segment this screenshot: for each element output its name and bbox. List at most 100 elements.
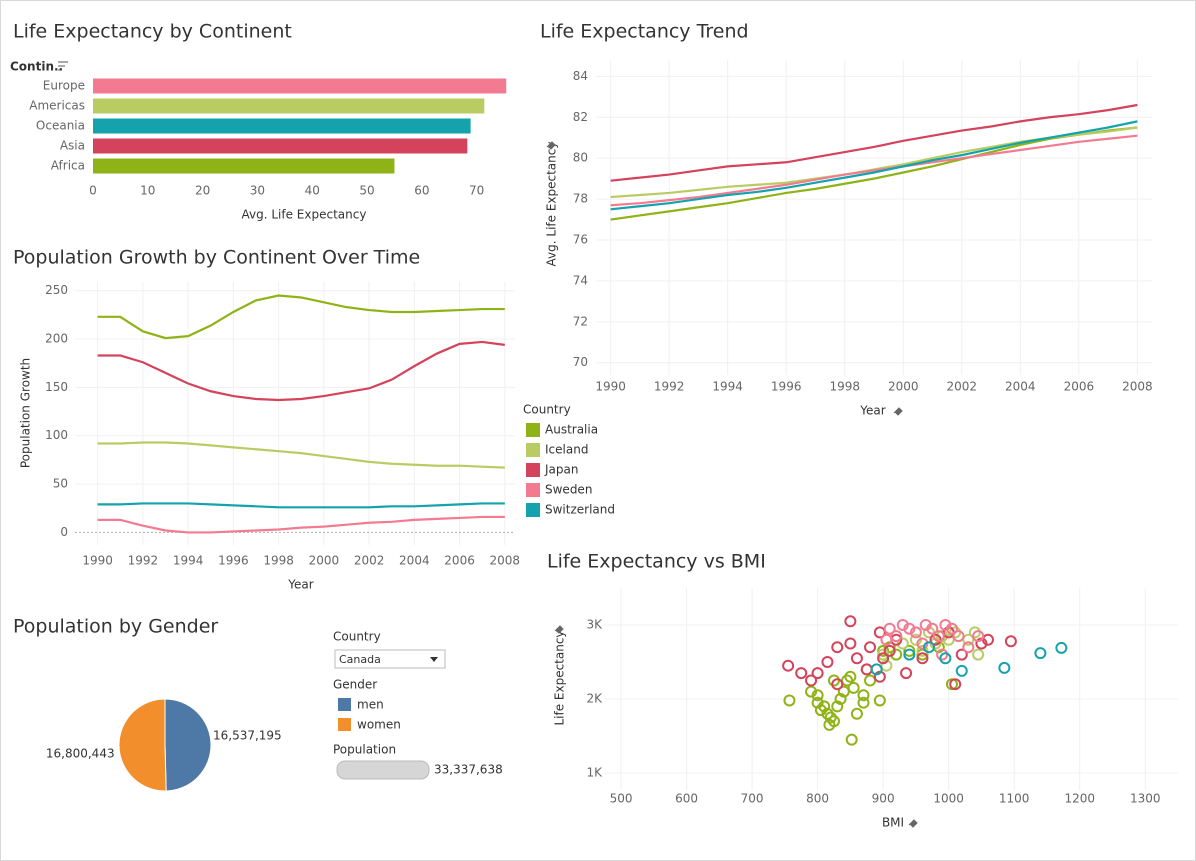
y-tick-label: 80 xyxy=(573,151,588,165)
point xyxy=(936,648,949,661)
point xyxy=(968,626,981,639)
x-tick-label: 600 xyxy=(675,792,698,806)
legend-swatch xyxy=(526,443,540,457)
x-tick-label: 1998 xyxy=(829,380,860,394)
point xyxy=(857,696,870,709)
x-tick-label: 2006 xyxy=(444,554,475,568)
chart-title: Life Expectancy vs BMI xyxy=(547,551,766,573)
x-tick-label: 40 xyxy=(305,184,320,198)
x-tick-label: 700 xyxy=(741,792,764,806)
point xyxy=(926,622,939,635)
filter-label: Population xyxy=(333,743,396,757)
point xyxy=(864,641,877,654)
point xyxy=(805,674,818,687)
point xyxy=(864,674,877,687)
y-axis-title: Avg. Life Expectancy xyxy=(545,142,559,267)
point xyxy=(916,652,929,665)
point xyxy=(916,648,929,661)
population-slider[interactable] xyxy=(336,760,430,780)
point xyxy=(900,667,913,680)
point xyxy=(949,626,962,639)
x-tick-label: 2006 xyxy=(1064,380,1095,394)
line xyxy=(610,120,1138,211)
point xyxy=(823,718,836,731)
chart-title: Life Expectancy by Continent xyxy=(13,21,292,43)
sort-icon[interactable] xyxy=(58,61,68,71)
point xyxy=(1004,635,1017,648)
x-tick-label: 20 xyxy=(195,184,210,198)
y-tick-label: 2K xyxy=(586,691,603,705)
point xyxy=(795,667,808,680)
dropdown-value: Canada xyxy=(339,653,381,666)
chart-title: Life Expectancy Trend xyxy=(540,21,749,43)
x-tick-label: 500 xyxy=(610,792,633,806)
country-dropdown[interactable] xyxy=(334,649,446,669)
x-axis-title: BMI xyxy=(882,816,904,830)
legend-label: men xyxy=(357,698,384,712)
point xyxy=(857,689,870,702)
y-axis-title: Life Expectancy xyxy=(553,630,567,725)
point xyxy=(955,648,968,661)
point xyxy=(837,685,850,698)
bar xyxy=(93,98,485,114)
x-tick-label: 2008 xyxy=(1122,380,1153,394)
legend-swatch xyxy=(526,483,540,497)
point xyxy=(877,648,890,661)
point xyxy=(831,641,844,654)
category-label: Americas xyxy=(29,99,85,113)
category-label: Africa xyxy=(51,159,85,173)
point xyxy=(932,630,945,643)
population-total: 33,337,638 xyxy=(434,763,503,777)
point xyxy=(942,633,955,646)
x-tick-label: 1200 xyxy=(1064,792,1095,806)
point xyxy=(844,637,857,650)
x-tick-label: 900 xyxy=(872,792,895,806)
x-tick-label: 1992 xyxy=(654,380,685,394)
y-tick-label: 0 xyxy=(60,525,68,539)
point xyxy=(877,644,890,657)
line xyxy=(97,441,505,469)
x-tick-label: 1994 xyxy=(173,554,204,568)
pin-icon xyxy=(554,625,564,634)
y-tick-label: 70 xyxy=(573,355,588,369)
point xyxy=(962,633,975,646)
point xyxy=(844,670,857,683)
point xyxy=(909,633,922,646)
point xyxy=(831,678,844,691)
y-tick-label: 82 xyxy=(573,110,588,124)
point xyxy=(909,626,922,639)
legend-label: Japan xyxy=(544,463,578,477)
line xyxy=(610,134,1138,207)
y-tick-label: 250 xyxy=(45,283,68,297)
chart-title: Population Growth by Continent Over Time xyxy=(13,247,420,269)
point xyxy=(883,644,896,657)
point xyxy=(821,707,834,720)
legend-title: Gender xyxy=(333,678,377,692)
line xyxy=(97,340,505,402)
legend-swatch xyxy=(526,463,540,477)
point xyxy=(883,622,896,635)
x-tick-label: 2000 xyxy=(888,380,919,394)
x-tick-label: 0 xyxy=(89,184,97,198)
bar xyxy=(93,78,507,94)
slice-label: 16,537,195 xyxy=(213,728,282,742)
legend-swatch xyxy=(526,503,540,517)
pie-slice xyxy=(118,698,167,792)
legend-swatch xyxy=(338,718,351,731)
point xyxy=(811,667,824,680)
point xyxy=(841,674,854,687)
point xyxy=(844,615,857,628)
x-tick-label: 30 xyxy=(250,184,265,198)
point xyxy=(814,704,827,717)
point xyxy=(916,637,929,650)
bar xyxy=(93,118,471,134)
y-tick-label: 3K xyxy=(586,617,603,631)
x-tick-label: 2004 xyxy=(1005,380,1036,394)
point xyxy=(929,633,942,646)
legend-label: Australia xyxy=(545,423,598,437)
category-label: Asia xyxy=(60,139,85,153)
point xyxy=(824,711,837,724)
point xyxy=(949,678,962,691)
